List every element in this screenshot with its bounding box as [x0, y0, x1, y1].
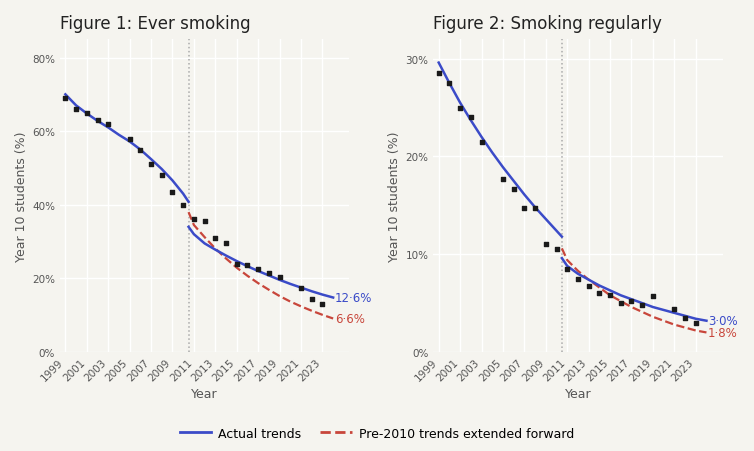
- Point: [295, 284, 307, 291]
- Point: [583, 282, 595, 290]
- Point: [690, 319, 702, 327]
- Point: [124, 136, 136, 143]
- Point: [241, 262, 253, 270]
- Point: [518, 205, 530, 212]
- Point: [156, 172, 168, 179]
- Text: Figure 1: Ever smoking: Figure 1: Ever smoking: [60, 15, 250, 33]
- Point: [103, 121, 115, 128]
- Text: Figure 2: Smoking regularly: Figure 2: Smoking regularly: [434, 15, 662, 33]
- Legend: Actual trends, Pre-2010 trends extended forward: Actual trends, Pre-2010 trends extended …: [175, 422, 579, 445]
- Point: [476, 139, 488, 146]
- Point: [177, 202, 189, 209]
- Point: [679, 314, 691, 322]
- Point: [188, 216, 200, 224]
- Point: [210, 235, 222, 242]
- Point: [167, 189, 179, 196]
- Point: [134, 147, 146, 154]
- Point: [252, 266, 264, 273]
- Point: [572, 276, 584, 283]
- Point: [497, 176, 509, 183]
- Point: [263, 270, 275, 277]
- Point: [443, 80, 455, 87]
- Point: [231, 261, 243, 268]
- Text: 1·8%: 1·8%: [708, 326, 738, 339]
- Point: [647, 293, 659, 300]
- Point: [81, 110, 93, 117]
- Text: 6·6%: 6·6%: [335, 312, 365, 325]
- Point: [454, 105, 466, 112]
- Y-axis label: Year 10 students (%): Year 10 students (%): [15, 131, 28, 261]
- Y-axis label: Year 10 students (%): Year 10 students (%): [388, 131, 401, 261]
- Point: [604, 292, 616, 299]
- Point: [433, 70, 445, 78]
- Point: [626, 298, 638, 305]
- X-axis label: Year: Year: [565, 387, 591, 400]
- Point: [60, 95, 72, 102]
- Point: [593, 290, 605, 297]
- Point: [274, 273, 286, 281]
- X-axis label: Year: Year: [192, 387, 218, 400]
- Point: [305, 295, 317, 303]
- Point: [317, 301, 329, 308]
- Point: [70, 106, 82, 113]
- Point: [615, 300, 627, 307]
- Point: [464, 115, 477, 122]
- Point: [145, 161, 157, 169]
- Point: [220, 240, 232, 248]
- Point: [540, 241, 552, 249]
- Point: [529, 205, 541, 212]
- Point: [636, 302, 648, 309]
- Point: [507, 186, 520, 193]
- Text: 3·0%: 3·0%: [708, 314, 737, 327]
- Point: [668, 306, 680, 313]
- Text: 12·6%: 12·6%: [335, 291, 372, 304]
- Point: [550, 246, 562, 253]
- Point: [91, 117, 103, 124]
- Point: [198, 218, 210, 226]
- Point: [561, 266, 573, 273]
